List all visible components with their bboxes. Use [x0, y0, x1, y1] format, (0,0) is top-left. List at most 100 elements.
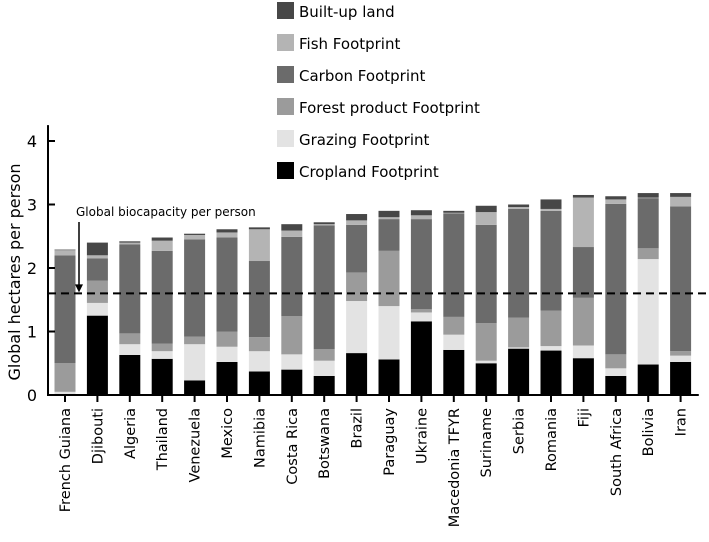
biocapacity-annotation: Global biocapacity per person	[76, 205, 256, 219]
category-label-djibouti: Djibouti	[90, 408, 106, 464]
y-tick-label-4: 4	[27, 132, 37, 151]
bar-segment-built-up-land-namibia	[248, 227, 270, 230]
bar-segment-cropland-footprint-thailand	[151, 358, 173, 395]
bar-segment-fish-footprint-botswana	[313, 224, 335, 226]
legend-swatch-cropland-footprint	[277, 162, 294, 179]
bar-stack-fiji	[572, 194, 594, 395]
y-tick-label-0: 0	[27, 386, 37, 405]
bar-segment-grazing-footprint-iran	[670, 355, 692, 362]
annotation-arrow-head	[75, 284, 83, 293]
bar-segment-forest-product-footprint-namibia	[248, 337, 270, 352]
bar-segment-forest-product-footprint-south-africa	[605, 354, 627, 369]
x-axis: French Guiana Djibouti Algeria Thailand Vene…	[47, 394, 699, 527]
bar-segment-forest-product-footprint-mexico	[216, 331, 238, 347]
category-label-algeria: Algeria	[123, 408, 139, 459]
chart-legend: Built-up land Fish Footprint Carbon Footpr…	[277, 2, 480, 181]
bar-stack-french-guiana	[54, 249, 76, 395]
bar-segment-grazing-footprint-french-guiana	[54, 391, 76, 395]
bar-segment-built-up-land-romania	[540, 199, 562, 209]
bar-segment-built-up-land-macedonia-tfyr	[443, 210, 465, 213]
legend-item-built-up-land: Built-up land	[277, 2, 395, 21]
bar-stack-venezuela	[184, 233, 206, 395]
bar-segment-forest-product-footprint-brazil	[346, 272, 368, 302]
bar-segment-built-up-land-algeria	[119, 241, 141, 243]
legend-label-fish-footprint: Fish Footprint	[299, 35, 400, 53]
bar-stack-costa-rica	[281, 224, 303, 395]
bar-segment-built-up-land-mexico	[216, 229, 238, 233]
bar-segment-carbon-footprint-fiji	[572, 247, 594, 298]
bar-segment-cropland-footprint-brazil	[346, 353, 368, 395]
bar-segment-forest-product-footprint-bolivia	[637, 248, 659, 260]
category-label-costa-rica: Costa Rica	[285, 408, 301, 485]
category-label-botswana: Botswana	[317, 408, 333, 479]
bar-segment-carbon-footprint-thailand	[151, 250, 173, 344]
bar-segment-built-up-land-fiji	[572, 194, 594, 198]
bar-segment-carbon-footprint-bolivia	[637, 198, 659, 249]
legend-label-forest-product-footprint: Forest product Footprint	[299, 99, 480, 117]
y-axis: 0 1 2 3 4	[27, 125, 55, 405]
bar-segment-cropland-footprint-romania	[540, 350, 562, 395]
bar-segment-built-up-land-french-guiana	[54, 249, 76, 251]
bar-stack-mexico	[216, 229, 238, 395]
bar-segment-forest-product-footprint-botswana	[313, 349, 335, 361]
bar-segment-carbon-footprint-algeria	[119, 244, 141, 334]
bar-segment-fish-footprint-algeria	[119, 242, 141, 245]
bar-segment-cropland-footprint-fiji	[572, 358, 594, 395]
bar-stack-macedonia-tfyr	[443, 210, 465, 395]
bar-segment-forest-product-footprint-serbia	[508, 317, 530, 348]
bar-segment-cropland-footprint-paraguay	[378, 359, 400, 395]
bar-segment-built-up-land-ukraine	[410, 210, 432, 216]
bar-segment-built-up-land-south-africa	[605, 196, 627, 200]
bar-segment-grazing-footprint-thailand	[151, 351, 173, 359]
bar-segment-fish-footprint-ukraine	[410, 215, 432, 220]
bar-segment-built-up-land-iran	[670, 193, 692, 197]
category-label-south-africa: South Africa	[609, 408, 625, 496]
bar-stack-romania	[540, 199, 562, 395]
bar-segment-carbon-footprint-macedonia-tfyr	[443, 213, 465, 317]
bar-segment-grazing-footprint-bolivia	[637, 259, 659, 365]
bar-segment-forest-product-footprint-thailand	[151, 343, 173, 352]
legend-label-carbon-footprint: Carbon Footprint	[299, 67, 425, 85]
bar-segment-forest-product-footprint-ukraine	[410, 309, 432, 313]
bar-segment-fish-footprint-suriname	[475, 212, 497, 225]
bar-segment-grazing-footprint-fiji	[572, 345, 594, 359]
bar-stack-djibouti	[86, 242, 108, 396]
category-label-french-guiana: French Guiana	[58, 408, 74, 512]
bar-segment-grazing-footprint-romania	[540, 346, 562, 351]
bar-segment-fish-footprint-serbia	[508, 207, 530, 209]
bar-segment-built-up-land-brazil	[346, 214, 368, 221]
bar-segment-carbon-footprint-iran	[670, 206, 692, 352]
bar-stack-brazil	[346, 214, 368, 395]
bar-stack-algeria	[119, 241, 141, 395]
bar-segment-fish-footprint-venezuela	[184, 234, 206, 240]
bar-segment-cropland-footprint-south-africa	[605, 375, 627, 395]
category-label-venezuela: Venezuela	[188, 408, 204, 482]
category-label-fiji: Fiji	[576, 408, 592, 427]
legend-swatch-fish-footprint	[277, 34, 294, 51]
bar-segment-cropland-footprint-djibouti	[86, 315, 108, 396]
bar-segment-grazing-footprint-south-africa	[605, 368, 627, 376]
bar-segment-carbon-footprint-djibouti	[86, 258, 108, 281]
bar-segment-cropland-footprint-venezuela	[184, 380, 206, 395]
legend-swatch-carbon-footprint	[277, 66, 294, 83]
bar-segment-grazing-footprint-suriname	[475, 360, 497, 364]
bar-segment-forest-product-footprint-macedonia-tfyr	[443, 316, 465, 335]
legend-label-built-up-land: Built-up land	[299, 3, 395, 21]
legend-item-grazing-footprint: Grazing Footprint	[277, 130, 430, 149]
bar-segment-carbon-footprint-suriname	[475, 224, 497, 324]
category-label-suriname: Suriname	[479, 408, 495, 478]
y-tick-label-2: 2	[27, 259, 37, 278]
bar-stack-botswana	[313, 222, 335, 395]
bar-segment-built-up-land-costa-rica	[281, 224, 303, 231]
bar-segment-cropland-footprint-macedonia-tfyr	[443, 349, 465, 395]
bar-segment-forest-product-footprint-iran	[670, 351, 692, 356]
bar-segment-carbon-footprint-botswana	[313, 225, 335, 350]
bar-segment-carbon-footprint-brazil	[346, 224, 368, 273]
bar-segment-carbon-footprint-french-guiana	[54, 255, 76, 364]
bar-stacks	[54, 193, 692, 396]
reference-line-group: Global biocapacity per person	[48, 205, 709, 295]
bar-segment-forest-product-footprint-fiji	[572, 297, 594, 346]
legend-item-cropland-footprint: Cropland Footprint	[277, 162, 439, 181]
y-axis-title: Global hectares per person	[5, 164, 24, 381]
bar-segment-carbon-footprint-romania	[540, 210, 562, 311]
